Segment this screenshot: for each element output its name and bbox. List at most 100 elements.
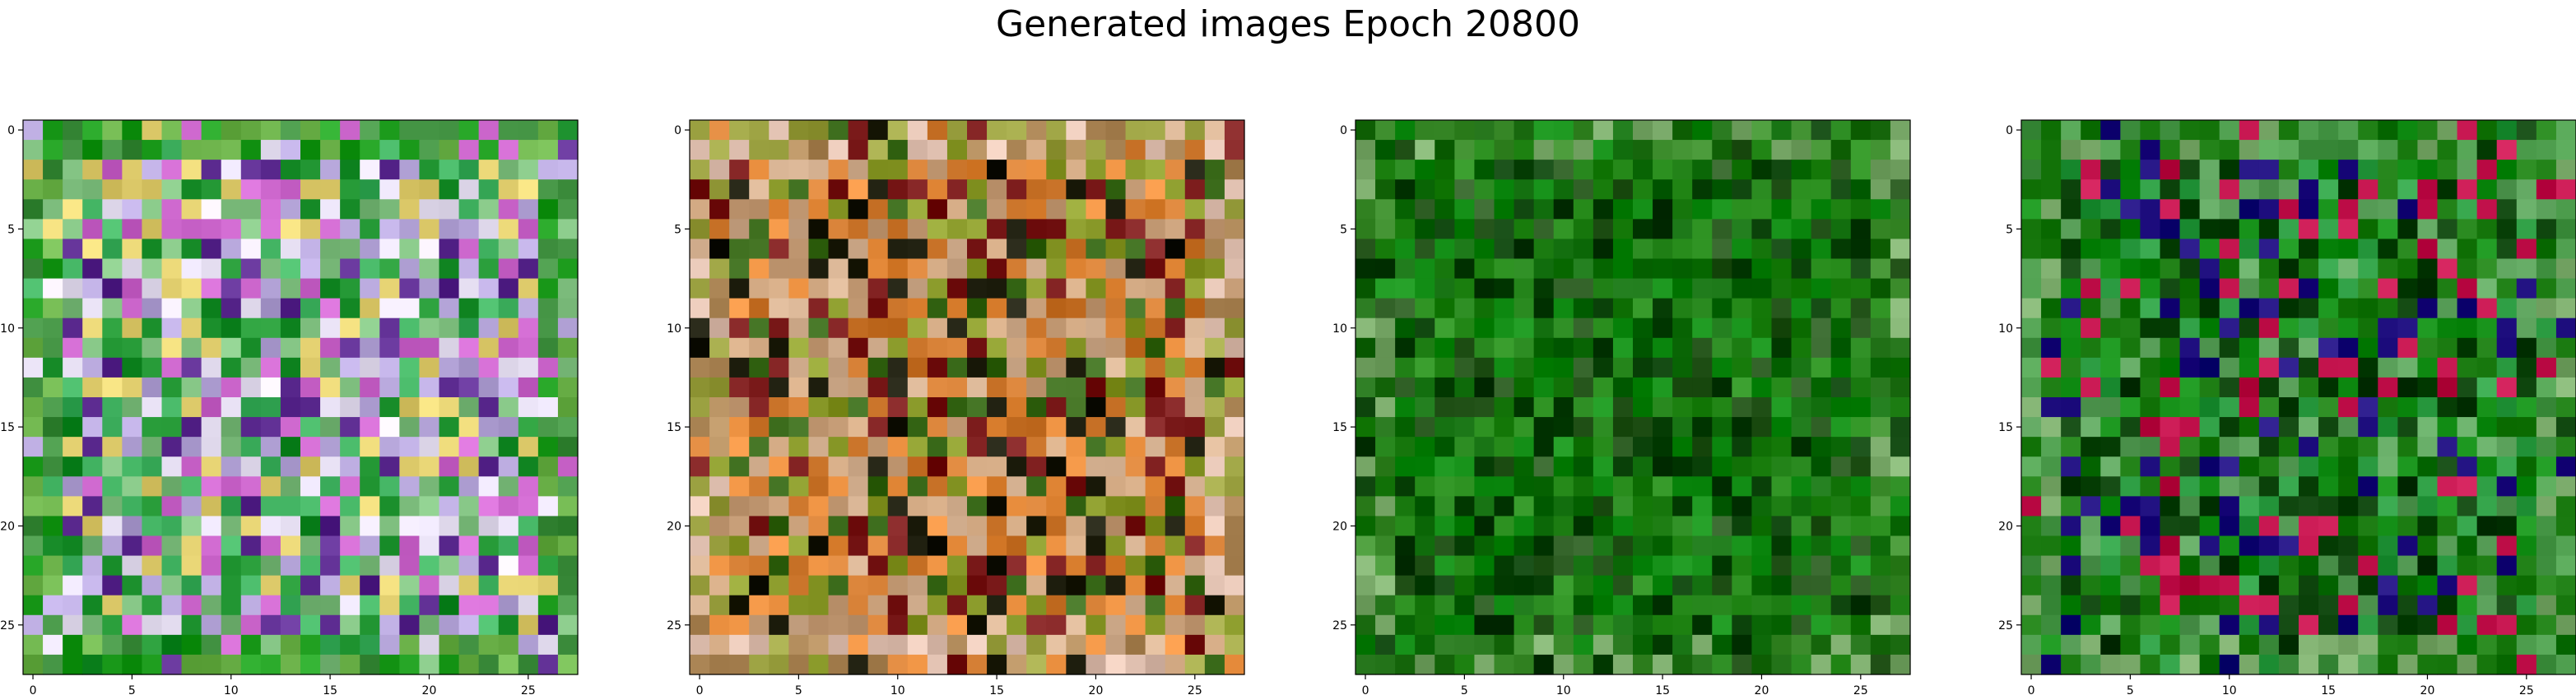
- pixel-cell: [2437, 575, 2458, 596]
- pixel-cell: [1066, 179, 1087, 200]
- pixel-cell: [2397, 417, 2419, 438]
- pixel-cell: [2061, 239, 2081, 260]
- pixel-cell: [927, 555, 948, 577]
- pixel-cell: [788, 357, 810, 378]
- pixel-cell: [2299, 278, 2319, 299]
- pixel-cell: [2160, 179, 2181, 200]
- pixel-cell: [2358, 397, 2378, 418]
- pixel-cell: [518, 555, 539, 577]
- pixel-cell: [946, 595, 968, 616]
- pixel-cell: [1830, 595, 1852, 616]
- pixel-cell: [1732, 298, 1753, 319]
- pixel-cell: [1850, 199, 1872, 220]
- pixel-cell: [2021, 199, 2042, 220]
- pixel-cell: [2536, 377, 2557, 398]
- pixel-cell: [1732, 437, 1753, 457]
- pixel-cell: [498, 476, 519, 497]
- pixel-cell: [2457, 555, 2478, 577]
- pixel-cell: [828, 555, 849, 577]
- pixel-cell: [2555, 160, 2576, 180]
- pixel-cell: [221, 317, 242, 339]
- pixel-cell: [1514, 654, 1535, 675]
- pixel-cell: [1007, 614, 1027, 636]
- pixel-cell: [2516, 219, 2537, 240]
- pixel-cell: [23, 397, 44, 418]
- pixel-cell: [1890, 160, 1911, 180]
- pixel-cell: [2258, 397, 2280, 418]
- pixel-cell: [2021, 120, 2042, 141]
- pixel-cell: [887, 516, 909, 537]
- pixel-cell: [2100, 595, 2121, 616]
- pixel-cell: [2318, 555, 2339, 577]
- pixel-cell: [439, 219, 460, 240]
- x-tick-label: 0: [1362, 684, 1369, 695]
- pixel-cell: [201, 219, 222, 240]
- pixel-cell: [1395, 239, 1416, 260]
- pixel-cell: [2378, 337, 2398, 359]
- pixel-cell: [419, 140, 440, 160]
- pixel-cell: [320, 575, 341, 596]
- pixel-cell: [2338, 595, 2359, 616]
- pixel-cell: [1791, 397, 1812, 418]
- pixel-cell: [1573, 160, 1594, 180]
- pixel-cell: [1811, 337, 1832, 359]
- pixel-cell: [907, 614, 928, 636]
- pixel-cell: [1184, 654, 1206, 675]
- pixel-cell: [1395, 199, 1416, 220]
- pixel-cell: [2417, 654, 2439, 675]
- pixel-cell: [690, 456, 710, 477]
- pixel-cell: [1105, 476, 1127, 497]
- pixel-cell: [828, 337, 849, 359]
- pixel-cell: [1533, 357, 1555, 378]
- pixel-cell: [1415, 377, 1435, 398]
- pixel-cell: [1890, 120, 1911, 141]
- pixel-cell: [1830, 516, 1852, 537]
- pixel-cell: [2258, 258, 2280, 280]
- pixel-cell: [1454, 417, 1476, 438]
- pixel-cell: [2258, 377, 2280, 398]
- pixel-cell: [1672, 614, 1693, 636]
- pixel-cell: [729, 239, 750, 260]
- pixel-cell: [1732, 377, 1753, 398]
- pixel-cell: [537, 614, 559, 636]
- pixel-cell: [221, 337, 242, 359]
- pixel-cell: [2041, 397, 2062, 418]
- pixel-cell: [1046, 377, 1067, 398]
- y-tick-label: 25: [1998, 619, 2013, 632]
- pixel-cell: [399, 516, 421, 537]
- pixel-cell: [987, 219, 1007, 240]
- pixel-cell: [1553, 555, 1574, 577]
- pixel-cell: [2199, 317, 2220, 339]
- pixel-cell: [280, 278, 301, 299]
- pixel-cell: [887, 179, 909, 200]
- pixel-cell: [2555, 614, 2576, 636]
- pixel-cell: [729, 634, 750, 656]
- pixel-cell: [320, 654, 341, 675]
- pixel-cell: [379, 278, 400, 299]
- pixel-cell: [1125, 595, 1146, 616]
- pixel-cell: [1375, 516, 1396, 537]
- pixel-cell: [1870, 595, 1891, 616]
- pixel-cell: [63, 317, 83, 339]
- pixel-cell: [848, 437, 869, 457]
- pixel-cell: [769, 357, 789, 378]
- pixel-cell: [1145, 437, 1166, 457]
- pixel-cell: [867, 476, 889, 497]
- pixel-cell: [458, 437, 480, 457]
- pixel-cell: [907, 199, 928, 220]
- pixel-cell: [709, 179, 730, 200]
- pixel-cell: [788, 219, 810, 240]
- pixel-cell: [439, 179, 460, 200]
- pixel-cell: [1712, 120, 1732, 141]
- pixel-cell: [1086, 258, 1107, 280]
- pixel-cell: [63, 595, 83, 616]
- pixel-cell: [2278, 634, 2299, 656]
- pixel-cell: [142, 317, 163, 339]
- pixel-cell: [161, 239, 183, 260]
- pixel-cell: [1474, 258, 1495, 280]
- pixel-cell: [2140, 337, 2161, 359]
- pixel-cell: [439, 496, 460, 517]
- pixel-cell: [2555, 555, 2576, 577]
- pixel-cell: [260, 654, 281, 675]
- pixel-cell: [1026, 516, 1047, 537]
